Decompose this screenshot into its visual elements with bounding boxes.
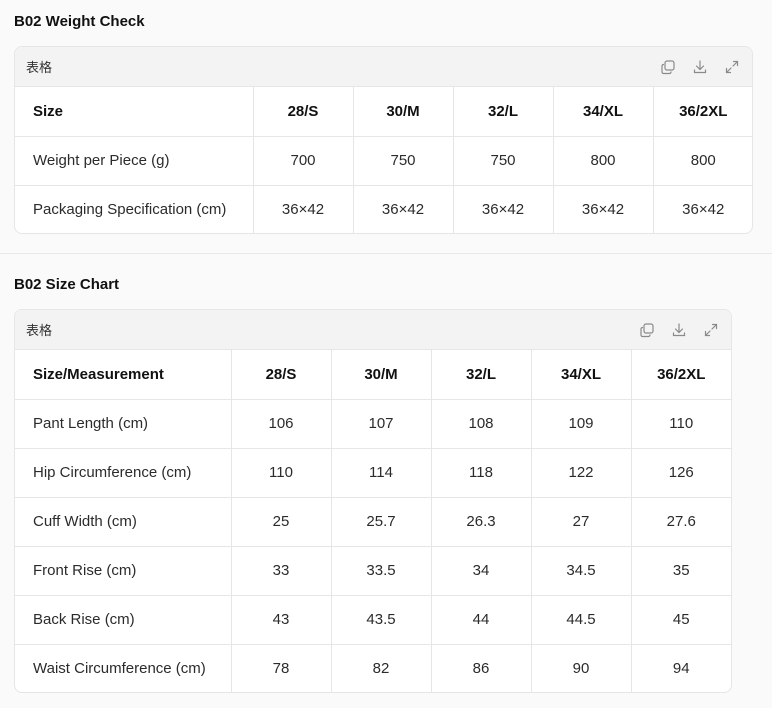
column-header: 32/L: [431, 350, 532, 400]
table-cell: 44: [431, 595, 532, 645]
column-header: 30/M: [331, 350, 432, 400]
table-cell: 700: [253, 136, 354, 186]
table-row: Back Rise (cm) 43 43.5 44 44.5 45: [15, 595, 731, 645]
download-icon: [693, 60, 707, 74]
column-header: 28/S: [231, 350, 332, 400]
size-chart-table: Size/Measurement 28/S 30/M 32/L 34/XL 36…: [15, 350, 731, 692]
table-cell: 25: [231, 497, 332, 547]
section-title-size-chart: B02 Size Chart: [14, 276, 120, 293]
column-header: 36/2XL: [653, 87, 752, 137]
table-cell: 26.3: [431, 497, 532, 547]
row-label: Back Rise (cm): [15, 595, 232, 645]
table-label: 表格: [26, 61, 53, 76]
table-cell: 43.5: [331, 595, 432, 645]
table-row: Weight per Piece (g) 700 750 750 800 800: [15, 136, 752, 186]
table-cell: 34: [431, 546, 532, 596]
table-cell: 34.5: [531, 546, 632, 596]
copy-button[interactable]: [635, 318, 659, 342]
table-cell: 36×42: [253, 185, 354, 233]
copy-button[interactable]: [656, 55, 680, 79]
table-cell: 86: [431, 644, 532, 692]
table-row: Front Rise (cm) 33 33.5 34 34.5 35: [15, 546, 731, 596]
table-header-bar: 表格: [15, 310, 731, 350]
section-title-weight-check: B02 Weight Check: [14, 13, 145, 30]
column-header: 30/M: [353, 87, 454, 137]
table-cell: 107: [331, 399, 432, 449]
table-cell: 800: [653, 136, 752, 186]
row-label: Packaging Specification (cm): [15, 185, 254, 233]
column-header: Size: [15, 87, 254, 137]
table-row: Packaging Specification (cm) 36×42 36×42…: [15, 185, 752, 233]
table-cell: 800: [553, 136, 654, 186]
table-cell: 36×42: [553, 185, 654, 233]
table-cell: 36×42: [453, 185, 554, 233]
table-cell: 109: [531, 399, 632, 449]
download-button[interactable]: [688, 55, 712, 79]
table-cell: 33: [231, 546, 332, 596]
table-row: Waist Circumference (cm) 78 82 86 90 94: [15, 644, 731, 692]
section-divider: [0, 253, 772, 254]
table-cell: 110: [231, 448, 332, 498]
size-chart-table-card: 表格: [14, 309, 732, 693]
row-label: Waist Circumference (cm): [15, 644, 232, 692]
table-row: Pant Length (cm) 106 107 108 109 110: [15, 399, 731, 449]
expand-button[interactable]: [720, 55, 744, 79]
table-cell: 36×42: [353, 185, 454, 233]
table-cell: 45: [631, 595, 731, 645]
table-row: Hip Circumference (cm) 110 114 118 122 1…: [15, 448, 731, 498]
column-header: Size/Measurement: [15, 350, 232, 400]
table-label: 表格: [26, 324, 53, 339]
row-label: Cuff Width (cm): [15, 497, 232, 547]
table-cell: 106: [231, 399, 332, 449]
table-cell: 25.7: [331, 497, 432, 547]
download-button[interactable]: [667, 318, 691, 342]
row-label: Weight per Piece (g): [15, 136, 254, 186]
expand-icon: [704, 323, 718, 337]
table-cell: 78: [231, 644, 332, 692]
table-cell: 27: [531, 497, 632, 547]
table-cell: 118: [431, 448, 532, 498]
table-cell: 110: [631, 399, 731, 449]
table-cell: 43: [231, 595, 332, 645]
table-cell: 35: [631, 546, 731, 596]
row-label: Pant Length (cm): [15, 399, 232, 449]
table-cell: 750: [353, 136, 454, 186]
table-toolbar: [656, 47, 744, 87]
table-header-row: Size/Measurement 28/S 30/M 32/L 34/XL 36…: [15, 350, 731, 400]
table-cell: 122: [531, 448, 632, 498]
download-icon: [672, 323, 686, 337]
table-cell: 750: [453, 136, 554, 186]
row-label: Hip Circumference (cm): [15, 448, 232, 498]
column-header: 28/S: [253, 87, 354, 137]
column-header: 34/XL: [553, 87, 654, 137]
table-cell: 94: [672, 660, 690, 678]
table-cell: 114: [331, 448, 432, 498]
table-row: Cuff Width (cm) 25 25.7 26.3 27 27.6: [15, 497, 731, 547]
table-cell: 27.6: [631, 497, 731, 547]
expand-button[interactable]: [699, 318, 723, 342]
column-header: 32/L: [453, 87, 554, 137]
table-cell: 82: [331, 644, 432, 692]
column-header: 36/2XL: [631, 350, 731, 400]
table-header-bar: 表格: [15, 47, 752, 87]
copy-icon: [640, 323, 654, 338]
table-cell: 33.5: [331, 546, 432, 596]
table-header-row: Size 28/S 30/M 32/L 34/XL 36/2XL: [15, 87, 752, 137]
weight-check-table: Size 28/S 30/M 32/L 34/XL 36/2XL Weight …: [15, 87, 752, 233]
weight-check-table-card: 表格: [14, 46, 753, 234]
table-cell: 108: [431, 399, 532, 449]
table-cell: 36×42: [682, 201, 725, 219]
column-header: 34/XL: [531, 350, 632, 400]
expand-icon: [725, 60, 739, 74]
table-cell: 126: [631, 448, 731, 498]
table-cell: 90: [531, 644, 632, 692]
table-cell: 44.5: [531, 595, 632, 645]
row-label: Front Rise (cm): [15, 546, 232, 596]
copy-icon: [661, 60, 675, 75]
table-toolbar: [635, 310, 723, 350]
